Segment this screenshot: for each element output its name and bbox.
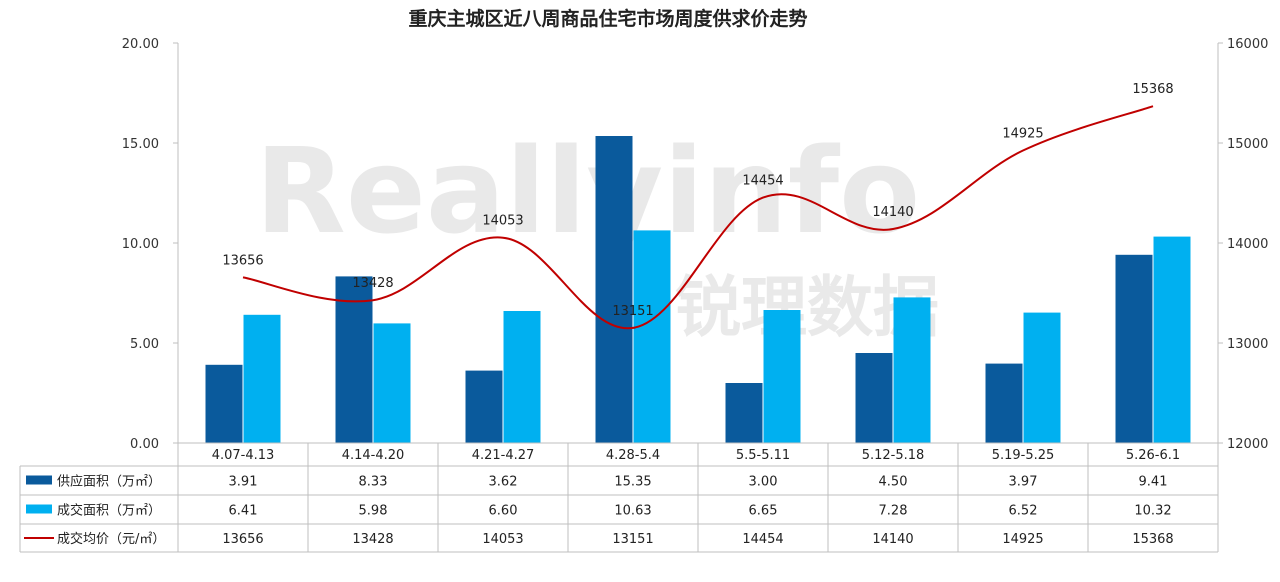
table-cell: 6.52 (1009, 504, 1038, 519)
table-cell: 10.63 (614, 504, 651, 519)
legend-swatch-0 (26, 475, 52, 485)
legend-swatch-1 (26, 504, 52, 514)
bar-deal-2 (503, 311, 541, 443)
table-cell: 10.32 (1134, 504, 1171, 519)
table-cell: 3.91 (229, 475, 258, 490)
bar-supply-0 (205, 364, 243, 443)
bar-supply-2 (465, 370, 503, 443)
right-axis-tick-label: 15000 (1227, 137, 1268, 152)
table-cell: 6.60 (489, 504, 518, 519)
bar-deal-4 (763, 310, 801, 443)
bar-deal-7 (1153, 236, 1191, 443)
table-cell: 3.97 (1009, 475, 1038, 490)
category-label: 5.26-6.1 (1126, 448, 1180, 463)
table-cell: 13428 (352, 532, 393, 547)
axes: 0.00 5.00 10.00 15.00 20.00 12000 13000 14000 15… (122, 37, 1268, 552)
left-axis-tick-label: 15.00 (122, 137, 159, 152)
category-label: 4.28-5.4 (606, 448, 660, 463)
category-label: 5.12-5.18 (862, 448, 925, 463)
price-data-label: 13428 (352, 276, 393, 291)
table-cell: 14140 (872, 532, 913, 547)
category-label: 5.5-5.11 (736, 448, 790, 463)
table-cell: 7.28 (879, 504, 908, 519)
bar-supply-5 (855, 353, 893, 443)
table-cell: 8.33 (359, 475, 388, 490)
right-axis-tick-label: 13000 (1227, 337, 1268, 352)
category-label: 4.21-4.27 (472, 448, 535, 463)
table-cell: 9.41 (1139, 475, 1168, 490)
price-data-label: 14140 (872, 205, 913, 220)
table-cell: 3.00 (749, 475, 778, 490)
table-cell: 14454 (742, 532, 783, 547)
table-cell: 3.62 (489, 475, 518, 490)
table-cell: 6.65 (749, 504, 778, 519)
table-cell: 13151 (612, 532, 653, 547)
table-cell: 15.35 (614, 475, 651, 490)
price-data-label: 13151 (612, 304, 653, 319)
bar-deal-1 (373, 323, 411, 443)
bar-supply-1 (335, 276, 373, 443)
legend-label: 成交面积（万㎡） (57, 503, 161, 519)
price-data-label: 14454 (742, 174, 783, 189)
bar-deal-0 (243, 314, 281, 443)
data-table: 4.07-4.13 4.14-4.20 4.21-4.27 4.28-5.4 5.5-5… (19, 442, 1219, 553)
right-axis-tick-label: 16000 (1227, 37, 1268, 52)
table-cell: 4.50 (879, 475, 908, 490)
left-axis-tick-label: 5.00 (130, 337, 159, 352)
price-data-label: 15368 (1132, 82, 1173, 97)
table-cell: 15368 (1132, 532, 1173, 547)
table-cell: 6.41 (229, 504, 258, 519)
left-axis-tick-label: 0.00 (130, 437, 159, 452)
price-data-label: 13656 (222, 253, 263, 268)
price-line-path (242, 105, 1154, 329)
bar-deal-5 (893, 297, 931, 443)
table-cell: 13656 (222, 532, 263, 547)
right-axis-tick-label: 12000 (1227, 437, 1268, 452)
table-cell: 14053 (482, 532, 523, 547)
price-data-label: 14925 (1002, 127, 1043, 142)
bar-deal-6 (1023, 312, 1061, 443)
table-cell: 14925 (1002, 532, 1043, 547)
watermark-latin: Reallyinfo (255, 122, 920, 260)
price-data-label: 14053 (482, 214, 523, 229)
bar-supply-4 (725, 383, 763, 443)
bar-supply-6 (985, 363, 1023, 443)
bar-deal-3 (633, 230, 671, 443)
legend-label: 成交均价（元/㎡） (57, 531, 165, 547)
category-label: 4.07-4.13 (212, 448, 275, 463)
price-line: 13656 13428 14053 13151 14454 14140 14925 15368 (222, 82, 1174, 329)
bar-supply-7 (1115, 254, 1153, 443)
bar-supply-3 (595, 136, 633, 443)
left-axis-tick-label: 20.00 (122, 37, 159, 52)
left-axis-tick-label: 10.00 (122, 237, 159, 252)
category-label: 5.19-5.25 (992, 448, 1055, 463)
bars (205, 136, 1191, 443)
chart-title: 重庆主城区近八周商品住宅市场周度供求价走势 (408, 7, 807, 30)
category-label: 4.14-4.20 (342, 448, 405, 463)
legend-label: 供应面积（万㎡） (57, 474, 161, 490)
right-axis-tick-label: 14000 (1227, 237, 1268, 252)
table-cell: 5.98 (359, 504, 388, 519)
